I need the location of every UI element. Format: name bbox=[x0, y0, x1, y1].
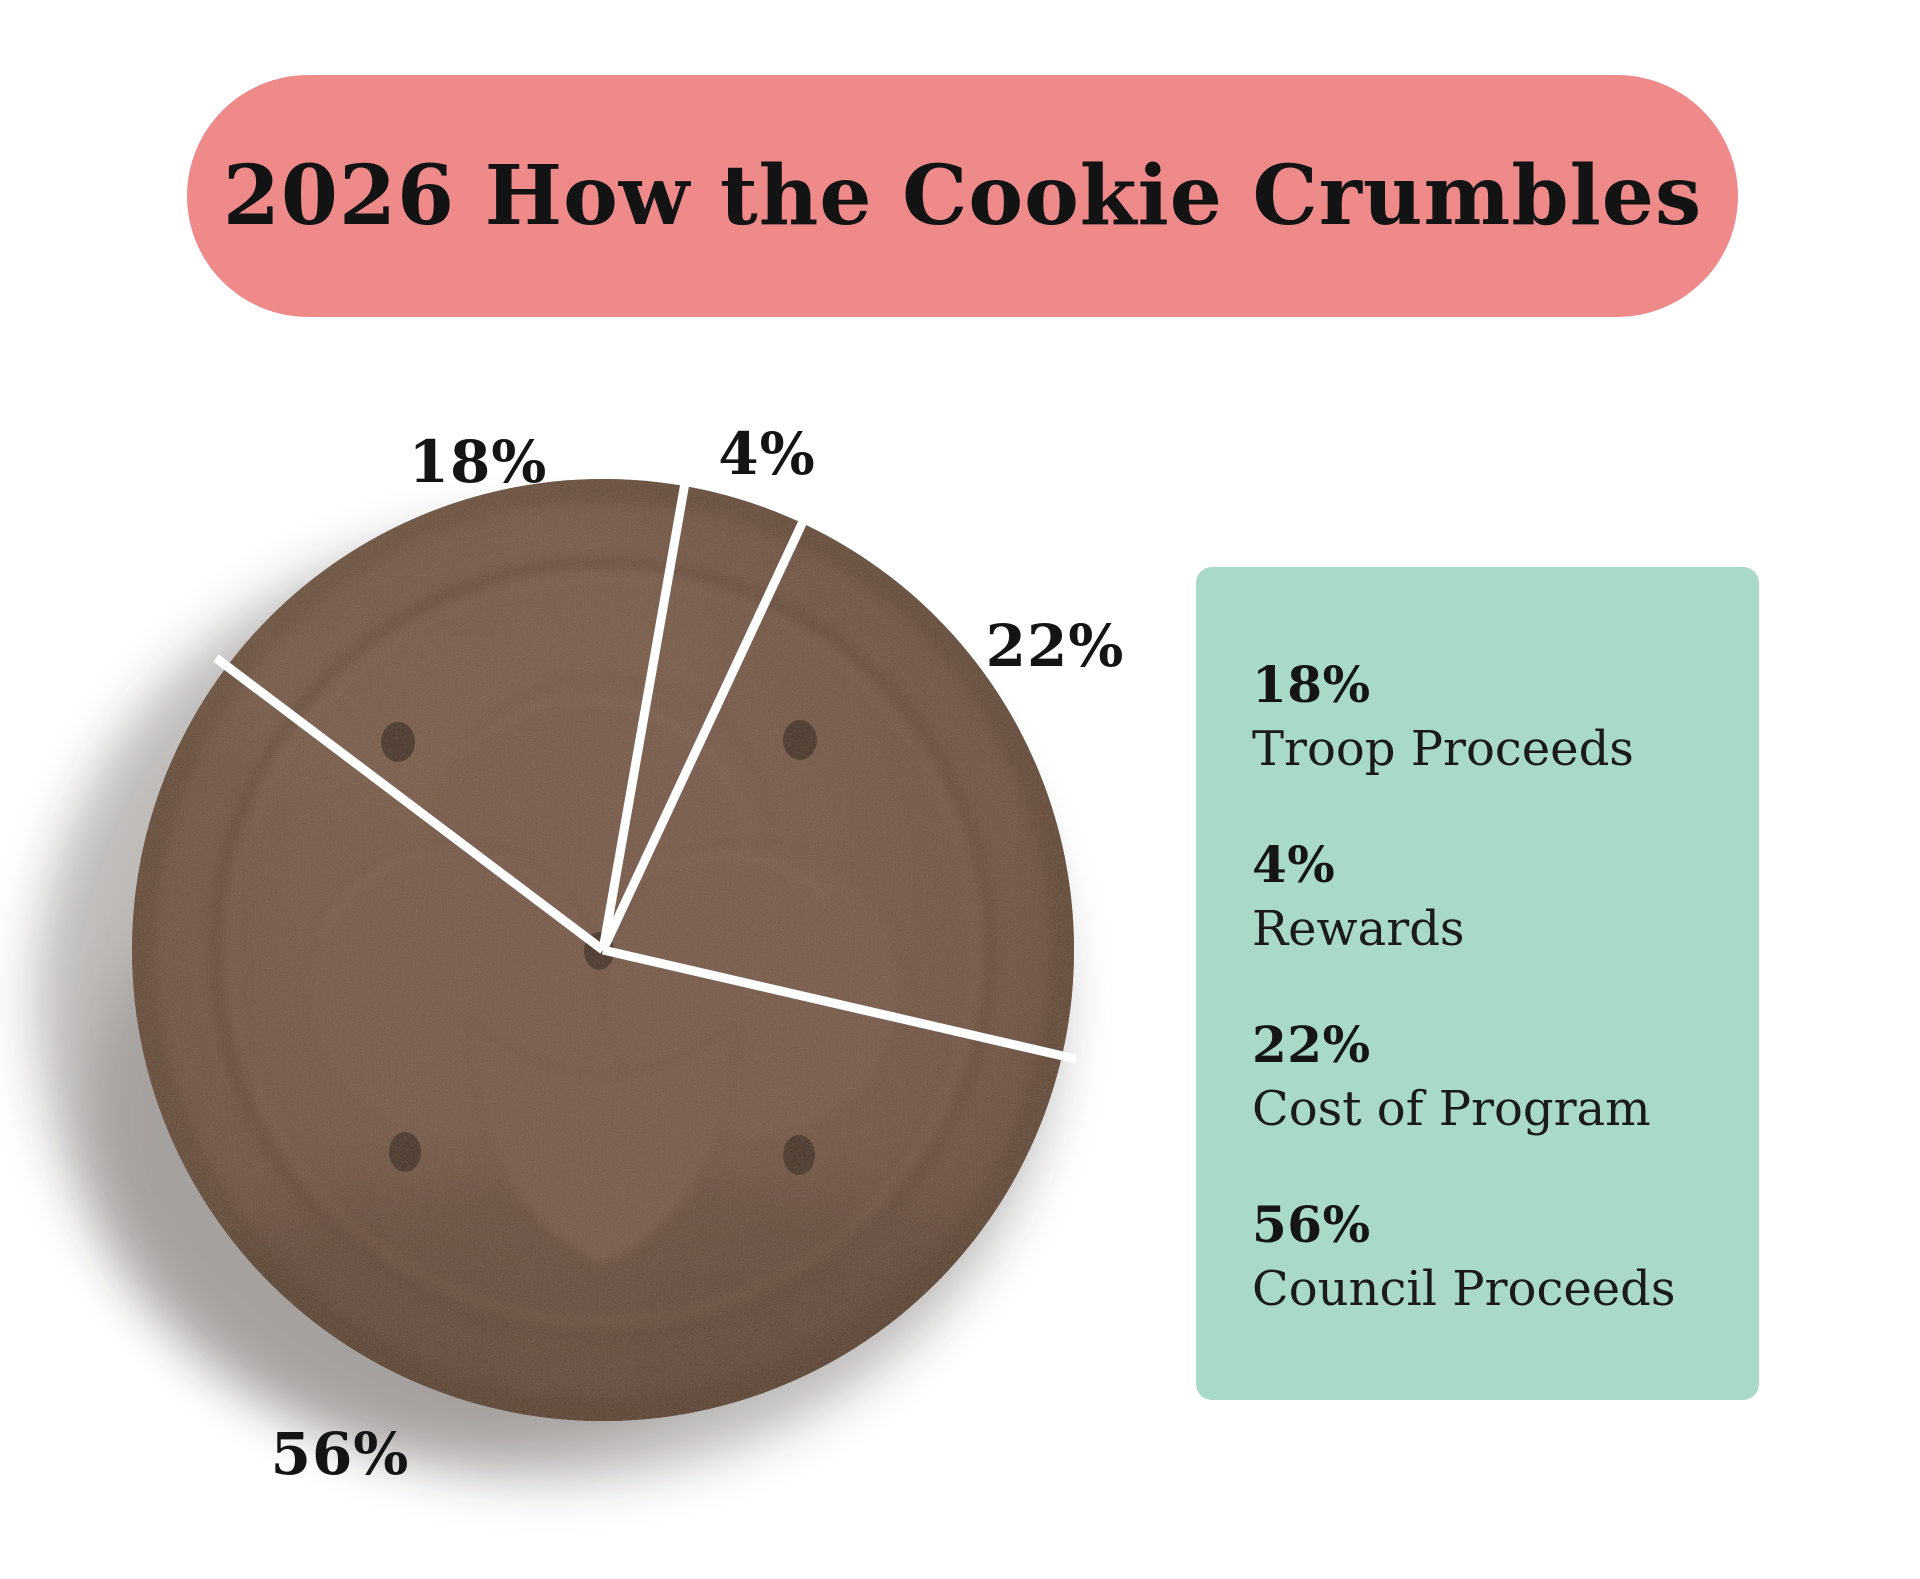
divider-22-56 bbox=[601, 945, 1078, 1064]
legend-item-label: Troop Proceeds bbox=[1252, 721, 1634, 777]
legend-item-percent: 18% bbox=[1252, 655, 1371, 714]
slice-label-council-proceeds: 56% bbox=[270, 1420, 410, 1488]
divider-4-22 bbox=[598, 513, 811, 952]
legend-item: 22% Cost of Program bbox=[1252, 1013, 1729, 1141]
divider-18-56 bbox=[213, 654, 606, 954]
legend-item-percent: 22% bbox=[1252, 1015, 1371, 1074]
legend-item-label: Rewards bbox=[1252, 901, 1465, 957]
legend-item-percent: 4% bbox=[1252, 835, 1336, 894]
slice-divider-lines bbox=[213, 476, 1078, 1064]
legend-item: 4% Rewards bbox=[1252, 833, 1729, 961]
legend-item-label: Council Proceeds bbox=[1252, 1261, 1676, 1317]
legend-panel: 18% Troop Proceeds 4% Rewards 22% Cost o… bbox=[1196, 567, 1759, 1400]
slice-label-cost-of-program: 22% bbox=[985, 612, 1125, 680]
page-title: 2026 How the Cookie Crumbles bbox=[222, 148, 1703, 244]
title-banner: 2026 How the Cookie Crumbles bbox=[187, 75, 1738, 317]
slice-label-rewards: 4% bbox=[718, 420, 816, 488]
legend-item-label: Cost of Program bbox=[1252, 1081, 1651, 1137]
legend-item-percent: 56% bbox=[1252, 1195, 1371, 1254]
slice-label-troop-proceeds: 18% bbox=[408, 428, 548, 496]
legend-item: 18% Troop Proceeds bbox=[1252, 653, 1729, 781]
divider-18-4 bbox=[598, 476, 691, 951]
legend-item: 56% Council Proceeds bbox=[1252, 1193, 1729, 1321]
